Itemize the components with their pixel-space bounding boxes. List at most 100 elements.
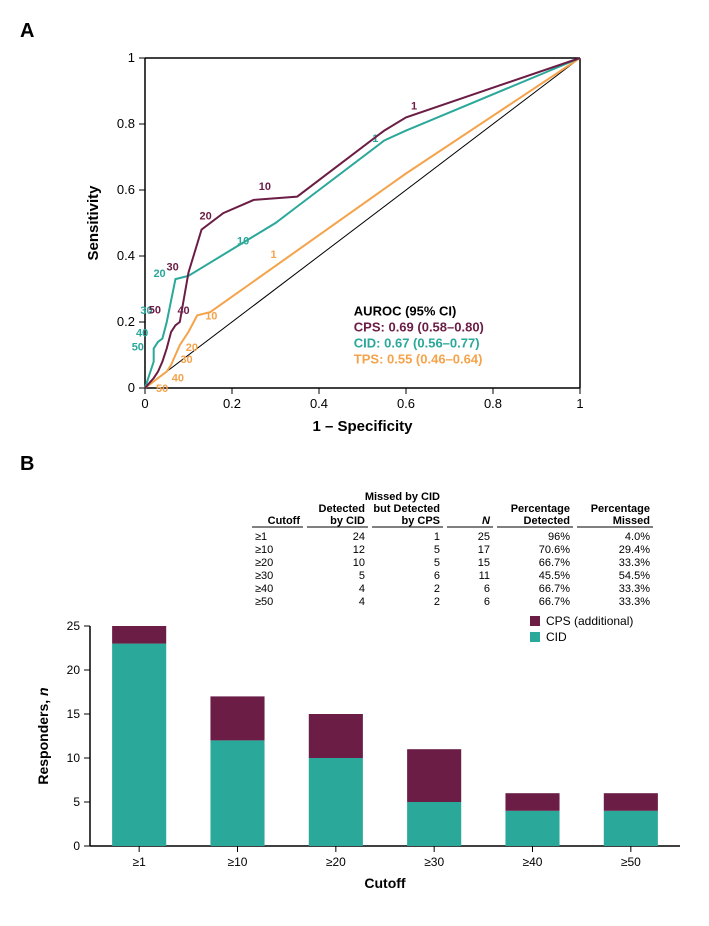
bar-chart: 0510152025≥1≥10≥20≥30≥40≥50CutoffRespond… (30, 476, 690, 896)
threshold-label: 10 (205, 310, 217, 322)
bar-cid (505, 811, 559, 846)
table-cell: 54.5% (619, 570, 650, 582)
threshold-label: 50 (156, 383, 168, 395)
svg-text:0.8: 0.8 (117, 116, 135, 131)
svg-text:15: 15 (67, 707, 81, 721)
threshold-label: 50 (132, 341, 144, 353)
table-cell: ≥1 (255, 531, 267, 543)
threshold-label: 20 (200, 211, 212, 223)
table-cell: 11 (479, 570, 490, 582)
svg-text:Sensitivity: Sensitivity (85, 185, 102, 261)
threshold-label: 40 (177, 305, 189, 317)
threshold-label: 50 (149, 304, 161, 316)
bar-cps-additional (505, 793, 559, 811)
threshold-label: 30 (167, 262, 179, 274)
table-cell: ≥50 (255, 596, 273, 608)
svg-text:0: 0 (73, 839, 80, 853)
bar-cid (112, 644, 166, 846)
bar-cps-additional (407, 749, 461, 802)
panel-b-label: B (20, 453, 34, 475)
svg-text:20: 20 (67, 663, 81, 677)
svg-text:0: 0 (128, 380, 135, 395)
threshold-label: 20 (186, 342, 198, 354)
svg-text:10: 10 (67, 751, 81, 765)
table-cell: 66.7% (539, 596, 570, 608)
table-cell: 5 (434, 544, 440, 556)
bar-cps-additional (112, 626, 166, 644)
bar-cps-additional (309, 714, 363, 758)
table-cell: 1 (434, 531, 440, 543)
threshold-label: 1 (271, 249, 277, 261)
table-header: PercentageMissed (591, 503, 650, 527)
table-cell: 29.4% (619, 544, 650, 556)
legend-cps: CPS: 0.69 (0.58–0.80) (354, 319, 484, 334)
table-cell: 66.7% (539, 583, 570, 595)
table-cell: 25 (478, 531, 490, 543)
table-cell: 33.3% (619, 583, 650, 595)
legend-swatch-cid (530, 632, 540, 642)
table-cell: ≥10 (255, 544, 273, 556)
table-cell: 5 (434, 557, 440, 569)
table-cell: ≥40 (255, 583, 273, 595)
panel-a-label: A (20, 20, 34, 42)
legend-tps: TPS: 0.55 (0.46–0.64) (354, 351, 483, 366)
table-cell: 2 (434, 583, 440, 595)
table-cell: 10 (353, 557, 365, 569)
table-header: PercentageDetected (511, 503, 570, 527)
threshold-label: 40 (172, 373, 184, 385)
bar-cid (604, 811, 658, 846)
x-tick-label: ≥30 (424, 855, 444, 869)
bar-cps-additional (604, 793, 658, 811)
x-tick-label: ≥50 (621, 855, 641, 869)
table-cell: 70.6% (539, 544, 570, 556)
legend-label-cid: CID (546, 630, 567, 644)
x-tick-label: ≥1 (133, 855, 147, 869)
y-axis-label: Responders, n (35, 687, 51, 784)
x-tick-label: ≥20 (326, 855, 346, 869)
svg-text:1: 1 (576, 396, 583, 411)
threshold-label: 10 (259, 181, 271, 193)
x-axis-label: Cutoff (364, 875, 406, 891)
bar-cid (407, 802, 461, 846)
table-cell: 4 (359, 596, 365, 608)
svg-text:1: 1 (128, 50, 135, 65)
threshold-label: 30 (180, 354, 192, 366)
table-header: N (482, 515, 491, 527)
table-cell: 96% (548, 531, 570, 543)
panel-a: A 000.20.20.40.40.60.60.80.8111 – Specif… (20, 20, 689, 443)
svg-text:25: 25 (67, 619, 81, 633)
svg-text:1 – Specificity: 1 – Specificity (312, 418, 413, 435)
table-header: Missed by CIDbut Detectedby CPS (365, 491, 440, 527)
threshold-label: 20 (153, 268, 165, 280)
svg-text:0.4: 0.4 (310, 396, 328, 411)
legend-label-cps: CPS (additional) (546, 614, 633, 628)
table-cell: 6 (434, 570, 440, 582)
x-tick-label: ≥10 (228, 855, 248, 869)
table-cell: 4.0% (625, 531, 650, 543)
table-cell: 6 (484, 596, 490, 608)
table-cell: 66.7% (539, 557, 570, 569)
threshold-label: 1 (411, 100, 417, 112)
table-cell: 6 (484, 583, 490, 595)
table-cell: 33.3% (619, 596, 650, 608)
legend-cid: CID: 0.67 (0.56–0.77) (354, 335, 480, 350)
auroc-header: AUROC (95% CI) (354, 303, 457, 318)
roc-chart: 000.20.20.40.40.60.60.80.8111 – Specific… (80, 43, 600, 443)
table-cell: 4 (359, 583, 365, 595)
svg-text:5: 5 (73, 795, 80, 809)
table-cell: 5 (359, 570, 365, 582)
table-cell: 17 (478, 544, 490, 556)
bar-cid (210, 740, 264, 846)
x-tick-label: ≥40 (523, 855, 543, 869)
legend-swatch-cps (530, 616, 540, 626)
table-header: Detectedby CID (319, 503, 366, 527)
table-cell: 24 (353, 531, 365, 543)
svg-text:0.8: 0.8 (484, 396, 502, 411)
svg-text:0.4: 0.4 (117, 248, 135, 263)
threshold-label: 40 (136, 328, 148, 340)
table-cell: 33.3% (619, 557, 650, 569)
bar-cps-additional (210, 696, 264, 740)
svg-text:0.2: 0.2 (117, 314, 135, 329)
table-cell: 2 (434, 596, 440, 608)
svg-text:0.2: 0.2 (223, 396, 241, 411)
